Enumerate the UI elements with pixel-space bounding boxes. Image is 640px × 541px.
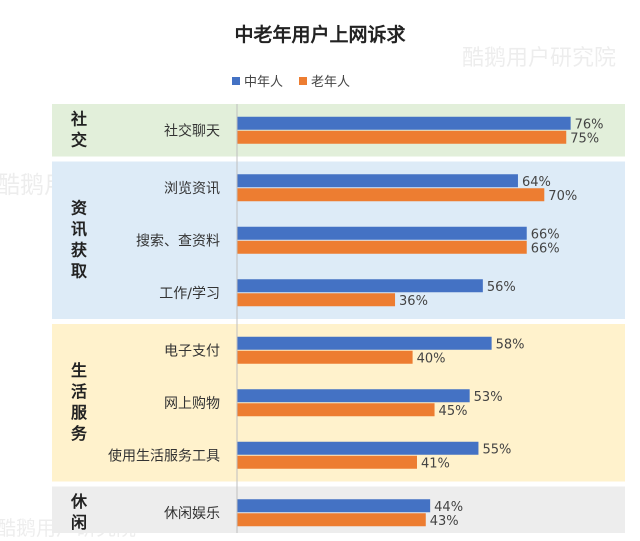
category-label: 网上购物: [164, 396, 220, 412]
group-label: 获: [71, 240, 87, 259]
category-label: 工作/学习: [159, 286, 220, 302]
category-label: 电子支付: [164, 343, 220, 359]
group-label: 生: [71, 361, 87, 380]
legend-item-elderly: 老年人: [299, 71, 350, 90]
category-label: 搜索、查资料: [136, 232, 220, 249]
category-label: 浏览资讯: [164, 181, 220, 197]
group-label: 社: [70, 109, 87, 128]
data-label: 45%: [439, 404, 468, 419]
data-label: 53%: [474, 390, 503, 405]
group-band: [52, 161, 625, 319]
bar-middle-aged: [237, 441, 479, 455]
group-label: 休: [70, 492, 88, 511]
legend-swatch: [232, 76, 240, 85]
group-band: [52, 104, 625, 157]
data-label: 75%: [570, 131, 599, 146]
bar-middle-aged: [237, 279, 483, 293]
data-label: 66%: [531, 227, 560, 242]
category-label: 使用生活服务工具: [108, 447, 220, 464]
group-label: 讯: [71, 219, 87, 238]
data-label: 58%: [496, 337, 525, 352]
category-label: 社交聊天: [164, 122, 220, 139]
legend-item-middle-aged: 中年人: [232, 71, 283, 90]
bar-elderly: [237, 350, 413, 364]
data-label: 36%: [399, 294, 428, 309]
chart-title: 中老年用户上网诉求: [234, 24, 406, 46]
legend-label: 中年人: [244, 75, 284, 90]
data-label: 56%: [487, 280, 516, 295]
group-band: [52, 324, 625, 482]
group-label: 务: [71, 424, 88, 443]
bar-elderly: [237, 293, 396, 307]
bar-middle-aged: [237, 336, 492, 350]
data-label: 43%: [430, 514, 459, 529]
bar-elderly: [237, 403, 435, 417]
group-label: 资: [71, 198, 87, 217]
bar-elderly: [237, 455, 417, 469]
bar-elderly: [237, 513, 426, 527]
bar-middle-aged: [237, 116, 571, 130]
bar-middle-aged: [237, 226, 527, 240]
category-label: 休闲娱乐: [164, 506, 220, 522]
group-label: 闲: [71, 513, 87, 532]
chart-legend: 中年人 老年人: [232, 71, 350, 90]
bar-elderly: [237, 240, 527, 254]
group-label: 活: [71, 382, 87, 401]
data-label: 70%: [548, 189, 577, 204]
data-label: 76%: [575, 117, 604, 132]
legend-swatch: [299, 76, 308, 85]
bar-middle-aged: [237, 389, 470, 403]
bar-elderly: [237, 130, 567, 144]
data-label: 66%: [531, 241, 560, 256]
group-label: 取: [71, 261, 87, 280]
group-label: 交: [71, 130, 87, 149]
legend-label: 老年人: [311, 75, 351, 90]
data-label: 64%: [522, 175, 551, 190]
bar-middle-aged: [237, 499, 431, 513]
group-label: 服: [71, 403, 88, 422]
bar-elderly: [237, 188, 545, 202]
data-label: 41%: [421, 456, 450, 471]
data-label: 40%: [417, 351, 446, 366]
bar-middle-aged: [237, 174, 518, 188]
data-label: 44%: [434, 500, 463, 515]
data-label: 55%: [482, 442, 511, 457]
